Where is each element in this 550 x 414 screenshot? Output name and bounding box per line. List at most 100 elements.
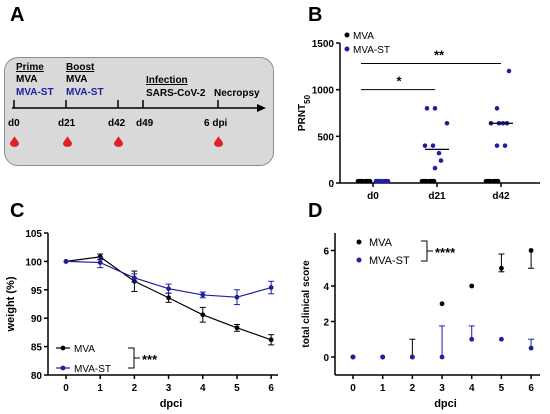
significance-bracket [128, 347, 135, 369]
data-point [430, 143, 436, 148]
data-point [268, 337, 274, 343]
legend-label-mva: MVA [74, 344, 95, 355]
significance-bracket [421, 240, 428, 262]
data-point [380, 354, 386, 360]
boost-heading: Boost [66, 62, 95, 73]
panel-label-a: A [10, 4, 25, 26]
y-tick-label: 95 [31, 286, 43, 297]
data-point [97, 260, 103, 265]
data-point [439, 301, 445, 307]
chart-weight: 80 85 90 95 100 105 0 1 2 3 4 5 6 dpci weight (%) MVA MV… [5, 229, 278, 410]
data-point [350, 354, 356, 360]
blood-drop-icon [63, 136, 72, 147]
data-point [234, 325, 240, 331]
legend-marker-mva [356, 239, 362, 245]
data-point [499, 265, 504, 271]
significance-label: * [396, 74, 402, 89]
data-point [499, 336, 504, 342]
y-tick-label: 6 [323, 247, 329, 258]
legend-label-mva-st: MVA-ST [74, 364, 111, 375]
y-tick-label: 0 [328, 179, 334, 190]
infection-virus: SARS-CoV-2 [146, 88, 206, 99]
legend-label-mva: MVA [353, 31, 374, 42]
y-tick-label: 1500 [312, 39, 335, 50]
timeline-box [4, 57, 274, 166]
x-tick-label: 0 [350, 383, 356, 394]
x-tick-label: 6 [268, 383, 274, 394]
timeline-axis [12, 100, 266, 112]
data-point [444, 120, 450, 126]
legend-marker-mva [60, 345, 66, 351]
x-tick-label: 4 [200, 383, 206, 394]
necropsy-label: Necropsy [214, 88, 260, 99]
data-point [494, 106, 500, 111]
legend-label-mva: MVA [369, 237, 393, 249]
blood-drop-icon [114, 136, 123, 147]
data-point [469, 336, 475, 342]
data-point [528, 345, 534, 351]
data-point [200, 312, 206, 318]
data-point [422, 143, 428, 148]
significance-label: *** [142, 352, 158, 367]
tick-label-d21: d21 [58, 118, 76, 129]
x-tick-label: d21 [428, 191, 446, 202]
y-tick-label: 100 [25, 257, 42, 268]
x-tick-label: 5 [499, 383, 505, 394]
x-tick-label: 2 [132, 383, 138, 394]
blood-drop-icon [10, 136, 19, 147]
panel-label-c: C [10, 200, 25, 222]
data-point [436, 150, 442, 156]
x-tick-label: 1 [97, 383, 103, 394]
data-point [63, 259, 69, 264]
y-tick-label: 105 [25, 229, 42, 240]
data-point [424, 106, 430, 111]
legend-label-mva-st: MVA-ST [369, 255, 410, 267]
tick-label-6dpi: 6 dpi [204, 118, 228, 129]
x-tick-label: 3 [166, 383, 172, 394]
chart-clinical-score: 0 2 4 6 8 0 1 2 3 4 5 6 dpci total clinical score MVA M… [301, 220, 540, 410]
data-point [131, 275, 137, 281]
boost-mva: MVA [66, 74, 88, 85]
data-point [97, 254, 103, 260]
x-tick-label: d0 [367, 191, 379, 202]
legend-marker-mva-st [344, 46, 350, 52]
data-point [495, 178, 501, 184]
prime-mva: MVA [16, 74, 38, 85]
y-tick-label: 1000 [312, 86, 335, 97]
x-tick-label: 2 [410, 383, 416, 394]
data-point [528, 248, 534, 253]
data-point [432, 106, 438, 111]
data-point [234, 294, 240, 300]
y-tick-label: 90 [31, 314, 43, 325]
panel-label-b: B [308, 4, 323, 26]
data-point [438, 158, 444, 163]
y-tick-label: 4 [323, 282, 329, 293]
y-tick-label: 80 [31, 371, 43, 382]
data-point [367, 178, 373, 184]
legend-label-mva-st: MVA-ST [353, 45, 390, 56]
y-axis-label: PRNT50 [297, 94, 312, 131]
data-point [166, 286, 171, 292]
significance-label: **** [435, 245, 456, 260]
data-point [431, 178, 437, 184]
significance-label: ** [434, 48, 445, 63]
y-tick-label: 2 [323, 318, 329, 329]
legend-marker-mva-st [356, 257, 362, 263]
x-tick-label: d42 [492, 191, 510, 202]
data-point [432, 165, 438, 171]
x-tick-label: 3 [439, 383, 445, 394]
tick-label-d42: d42 [108, 118, 126, 129]
data-point [506, 68, 512, 74]
prime-mva-st: MVA-ST [16, 87, 54, 98]
tick-label-d0: d0 [8, 118, 20, 129]
y-axis-label: total clinical score [301, 260, 312, 348]
data-point [385, 178, 391, 184]
y-tick-label: 85 [31, 343, 43, 354]
data-point [268, 285, 274, 290]
infection-heading: Infection [146, 75, 188, 86]
boost-mva-st: MVA-ST [66, 87, 104, 98]
data-point [439, 354, 445, 360]
prime-heading: Prime [16, 62, 44, 73]
x-tick-label: 6 [528, 383, 534, 394]
